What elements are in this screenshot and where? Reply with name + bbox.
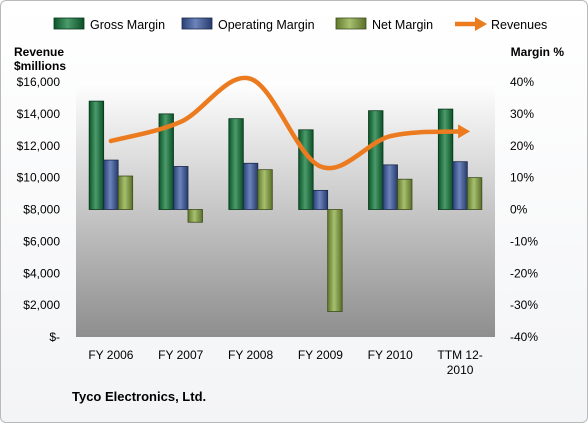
- bar-gross-margin-5: [437, 108, 454, 210]
- bar-net-margin-4: [397, 178, 413, 210]
- left-tick-label: $-: [49, 330, 60, 344]
- category-label: FY 2008: [228, 348, 273, 362]
- bar-operating-margin-4: [382, 164, 398, 210]
- bar-gross-margin-4: [368, 110, 384, 210]
- bar-net-margin-1: [187, 209, 203, 223]
- company-name: Tyco Electronics, Ltd.: [72, 389, 206, 404]
- category-label: TTM 12-2010: [437, 348, 482, 377]
- left-tick-label: $2,000: [23, 298, 60, 312]
- legend-label: Net Margin: [372, 18, 433, 32]
- left-tick-label: $12,000: [17, 139, 61, 153]
- legend-swatch-gross-margin: [53, 17, 85, 30]
- bar-net-margin-3: [327, 209, 343, 312]
- legend-label: Gross Margin: [90, 18, 165, 32]
- legend-label: Operating Margin: [218, 18, 315, 32]
- category-label: FY 2007: [158, 348, 203, 362]
- bar-gross-margin-3: [298, 129, 314, 210]
- bar-operating-margin-1: [173, 166, 189, 210]
- left-tick-label: $16,000: [17, 75, 61, 89]
- right-tick-label: -40%: [510, 330, 538, 344]
- right-tick-label: 10%: [510, 171, 534, 185]
- bar-operating-margin-3: [312, 189, 329, 210]
- right-tick-label: 30%: [510, 107, 534, 121]
- left-tick-label: $14,000: [17, 107, 61, 121]
- bar-gross-margin-0: [88, 100, 105, 210]
- right-tick-label: 40%: [510, 75, 534, 89]
- bar-operating-margin-2: [242, 162, 259, 210]
- right-axis-title: Margin %: [511, 45, 565, 59]
- bar-gross-margin-1: [158, 113, 174, 210]
- bar-operating-margin-5: [452, 161, 468, 210]
- legend-swatch-net-margin: [335, 17, 367, 30]
- revenues-line-arrowhead: [458, 124, 471, 139]
- left-tick-label: $8,000: [23, 203, 60, 217]
- bar-operating-margin-0: [103, 159, 119, 210]
- right-tick-label: -30%: [510, 298, 538, 312]
- category-label: FY 2010: [368, 348, 413, 362]
- bar-net-margin-0: [117, 175, 134, 210]
- bar-net-margin-2: [257, 169, 273, 210]
- left-tick-label: $4,000: [23, 266, 60, 280]
- category-label: FY 2006: [88, 348, 133, 362]
- right-tick-label: -20%: [510, 266, 538, 280]
- right-tick-label: 20%: [510, 139, 534, 153]
- bar-net-margin-5: [466, 177, 483, 210]
- left-tick-label: $6,000: [23, 234, 60, 248]
- left-tick-label: $10,000: [17, 171, 61, 185]
- legend-swatch-operating-margin: [181, 17, 213, 30]
- legend-arrow-revenues: [475, 17, 487, 31]
- right-tick-label: -10%: [510, 234, 538, 248]
- category-label: FY 2009: [298, 348, 343, 362]
- legend-label: Revenues: [491, 18, 547, 32]
- right-tick-label: 0%: [510, 203, 528, 217]
- bar-gross-margin-2: [228, 118, 244, 210]
- left-axis-title: Revenue $millions: [14, 45, 66, 73]
- revenues-line: [108, 75, 463, 171]
